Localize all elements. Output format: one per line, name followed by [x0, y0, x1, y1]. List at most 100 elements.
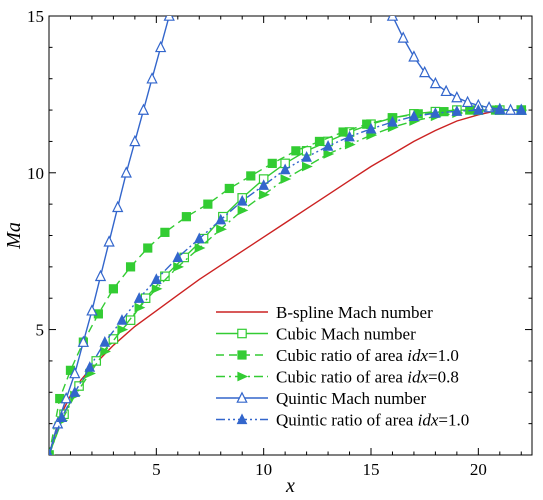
data-point	[99, 336, 111, 347]
data-point	[194, 243, 206, 253]
data-point	[117, 324, 129, 335]
data-point	[301, 161, 313, 172]
data-point	[143, 243, 153, 253]
data-point	[100, 346, 111, 357]
x-tick-label: 15	[363, 460, 380, 479]
data-point	[116, 314, 128, 325]
legend-label: Cubic Mach number	[276, 325, 416, 344]
data-point	[430, 107, 441, 118]
data-point	[137, 103, 150, 115]
data-point	[60, 392, 72, 404]
data-point	[408, 50, 420, 62]
legend-marker	[236, 391, 248, 403]
data-point	[56, 411, 68, 422]
data-point	[173, 262, 184, 272]
data-point	[258, 179, 270, 190]
axis-ticks: 5 10 15 20 5 10 15	[27, 7, 532, 479]
data-point	[451, 105, 463, 116]
data-point	[291, 146, 301, 156]
data-point	[314, 136, 325, 147]
data-point	[515, 103, 527, 115]
data-point	[134, 302, 146, 313]
data-point	[120, 166, 132, 178]
data-point	[216, 224, 227, 235]
data-point	[387, 115, 398, 127]
data-point	[112, 200, 124, 213]
legend-label: Quintic Mach number	[276, 389, 426, 408]
data-point	[267, 158, 277, 168]
legend-item-4: Cubic ratio of area idx=0.8	[216, 368, 459, 387]
data-point	[418, 65, 431, 78]
legend-marker	[237, 350, 247, 360]
legend-item-3: Cubic ratio of area idx=1.0	[216, 346, 459, 365]
data-point	[103, 235, 115, 247]
legend-label: Quintic ratio of area idx=1.0	[276, 411, 469, 430]
x-tick-label: 20	[470, 460, 487, 479]
data-point	[163, 16, 175, 21]
data-point	[108, 284, 118, 294]
y-tick-label: 5	[36, 321, 45, 340]
data-point	[150, 273, 162, 285]
legend-marker	[236, 413, 248, 425]
data-point	[181, 212, 191, 222]
legend: B-spline Mach number Cubic Mach number Cub…	[216, 303, 469, 430]
data-point	[323, 149, 335, 159]
legend-marker	[237, 371, 249, 382]
data-point	[279, 163, 291, 175]
data-point	[86, 304, 98, 316]
data-point	[461, 95, 474, 108]
data-point	[203, 199, 213, 209]
data-point	[77, 335, 90, 347]
data-point	[338, 127, 348, 137]
data-point	[69, 386, 81, 397]
data-point	[125, 262, 136, 272]
y-axis-title: Ma	[3, 222, 25, 250]
data-point	[365, 122, 377, 134]
data-point	[344, 139, 356, 150]
data-point	[344, 130, 355, 142]
data-point	[386, 16, 399, 21]
legend-label: Cubic ratio of area idx=0.8	[276, 368, 459, 387]
data-point	[49, 448, 53, 455]
data-point	[172, 251, 184, 263]
data-point	[280, 174, 292, 184]
data-point	[125, 315, 136, 325]
legend-item-2: Cubic Mach number	[216, 325, 416, 344]
x-tick-label: 5	[152, 460, 161, 479]
data-point	[69, 366, 81, 379]
data-point	[429, 76, 442, 89]
data-point	[259, 189, 270, 200]
data-point	[236, 194, 248, 206]
data-point	[224, 183, 234, 194]
data-point	[397, 31, 409, 43]
data-point	[151, 283, 163, 294]
x-tick-label: 10	[255, 460, 272, 479]
data-point	[451, 90, 463, 103]
data-point	[472, 103, 484, 115]
legend-marker	[237, 328, 247, 339]
data-point	[160, 227, 170, 237]
data-point	[301, 151, 312, 162]
legend-label: Cubic ratio of area idx=1.0	[276, 346, 459, 365]
y-tick-label: 10	[27, 164, 44, 183]
series-line	[49, 109, 522, 455]
data-point	[154, 40, 167, 53]
legend-item-1: B-spline Mach number	[216, 303, 433, 322]
data-point	[215, 213, 227, 225]
data-point	[246, 171, 256, 181]
data-point	[494, 103, 506, 115]
data-point	[94, 269, 107, 282]
data-point	[193, 232, 205, 244]
legend-item-6: Quintic ratio of area idx=1.0	[216, 411, 469, 430]
y-tick-label: 15	[27, 7, 44, 26]
series-layer	[49, 16, 528, 455]
data-point	[129, 134, 141, 147]
legend-item-5: Quintic Mach number	[216, 389, 426, 408]
data-point	[237, 205, 249, 216]
data-point	[408, 110, 420, 121]
x-axis-title: x	[285, 475, 295, 497]
series-6	[49, 103, 527, 455]
data-point	[133, 292, 145, 303]
series-3	[49, 105, 526, 455]
